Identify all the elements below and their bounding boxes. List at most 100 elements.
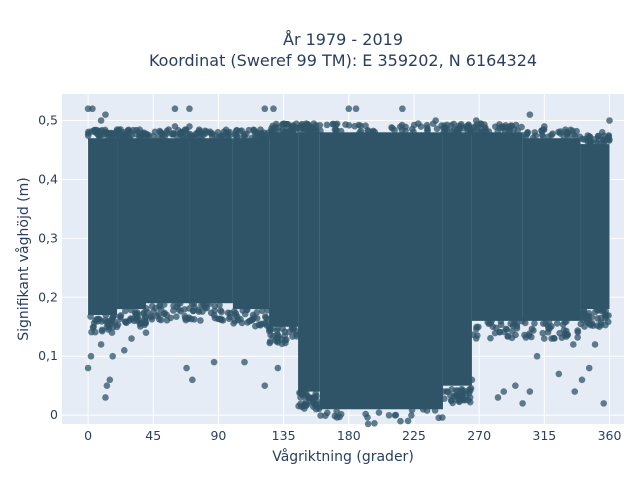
data-point bbox=[261, 382, 269, 389]
data-point bbox=[281, 337, 289, 344]
data-point bbox=[163, 316, 171, 324]
data-point bbox=[399, 105, 406, 113]
data-point bbox=[600, 400, 608, 407]
data-point bbox=[218, 308, 225, 316]
dense-point-region bbox=[298, 132, 320, 392]
data-point bbox=[410, 121, 418, 129]
data-point bbox=[264, 306, 271, 314]
data-point bbox=[222, 126, 230, 134]
dense-point-region bbox=[442, 132, 472, 386]
data-point bbox=[101, 126, 109, 134]
data-point bbox=[555, 370, 563, 378]
data-point bbox=[270, 105, 277, 113]
data-point bbox=[292, 327, 300, 335]
data-point bbox=[562, 126, 569, 133]
data-point bbox=[385, 411, 393, 419]
data-point bbox=[492, 123, 499, 130]
data-point bbox=[106, 376, 114, 384]
data-point bbox=[302, 402, 310, 409]
data-point bbox=[103, 382, 111, 389]
dense-point-region bbox=[232, 138, 270, 310]
data-point bbox=[189, 376, 196, 384]
data-point bbox=[127, 315, 135, 322]
data-point bbox=[454, 127, 461, 135]
data-points bbox=[84, 105, 613, 428]
data-point bbox=[136, 126, 144, 133]
data-point bbox=[87, 313, 94, 320]
data-point bbox=[102, 394, 109, 401]
data-point bbox=[410, 128, 417, 136]
data-point bbox=[120, 347, 128, 354]
data-point bbox=[545, 318, 553, 326]
data-point bbox=[432, 117, 440, 124]
data-point bbox=[404, 417, 412, 425]
data-point bbox=[602, 313, 609, 320]
data-point bbox=[304, 392, 312, 400]
x-tick-label: 45 bbox=[145, 428, 161, 443]
data-point bbox=[237, 315, 244, 323]
data-point bbox=[357, 127, 365, 135]
data-point bbox=[181, 312, 189, 320]
data-point bbox=[365, 127, 372, 135]
data-point bbox=[424, 124, 431, 132]
data-point bbox=[323, 121, 331, 129]
data-point bbox=[232, 127, 240, 135]
chart-title-line-1: År 1979 - 2019 bbox=[283, 30, 403, 49]
data-point bbox=[241, 358, 248, 366]
data-point bbox=[122, 131, 130, 139]
data-point bbox=[598, 129, 606, 136]
data-point bbox=[461, 396, 469, 404]
data-point bbox=[87, 352, 95, 360]
y-tick-labels: 0 0,1 0,2 0,3 0,4 0,5 bbox=[38, 113, 58, 423]
data-point bbox=[155, 311, 162, 318]
dense-point-region bbox=[522, 138, 581, 321]
data-point bbox=[531, 320, 538, 327]
dense-point-region bbox=[189, 138, 233, 304]
data-point bbox=[266, 338, 274, 345]
data-point bbox=[312, 405, 320, 413]
data-point bbox=[107, 133, 114, 141]
data-point bbox=[585, 364, 593, 372]
data-point bbox=[408, 412, 415, 419]
data-point bbox=[210, 358, 218, 366]
data-point bbox=[574, 328, 582, 336]
data-point bbox=[454, 396, 461, 404]
data-point bbox=[529, 134, 537, 141]
dense-point-region bbox=[117, 138, 147, 310]
data-point bbox=[408, 406, 416, 414]
data-point bbox=[266, 323, 273, 331]
data-point bbox=[507, 124, 514, 132]
data-point bbox=[203, 128, 210, 135]
data-point bbox=[371, 420, 378, 427]
data-point bbox=[188, 315, 195, 323]
data-point bbox=[417, 123, 425, 130]
data-point bbox=[273, 327, 281, 335]
dense-point-region bbox=[319, 132, 443, 410]
data-point bbox=[117, 312, 125, 319]
data-point bbox=[109, 352, 116, 360]
data-point bbox=[541, 123, 548, 130]
data-point bbox=[588, 319, 596, 327]
data-point bbox=[317, 127, 324, 135]
data-point bbox=[293, 333, 300, 340]
data-point bbox=[337, 127, 345, 135]
data-point bbox=[440, 388, 447, 395]
data-point bbox=[402, 123, 409, 131]
data-point bbox=[558, 334, 566, 342]
data-point bbox=[102, 312, 110, 319]
data-point bbox=[375, 409, 383, 416]
data-point bbox=[263, 131, 270, 138]
data-point bbox=[271, 128, 278, 136]
data-point bbox=[521, 319, 529, 327]
data-point bbox=[364, 414, 371, 421]
y-tick-label: 0,1 bbox=[38, 348, 58, 363]
data-point bbox=[503, 326, 511, 333]
data-point bbox=[214, 315, 222, 323]
data-point bbox=[92, 328, 99, 336]
data-point bbox=[248, 134, 255, 142]
data-point bbox=[232, 311, 240, 319]
data-point bbox=[143, 130, 150, 138]
data-point bbox=[157, 128, 164, 136]
data-point bbox=[142, 329, 150, 336]
